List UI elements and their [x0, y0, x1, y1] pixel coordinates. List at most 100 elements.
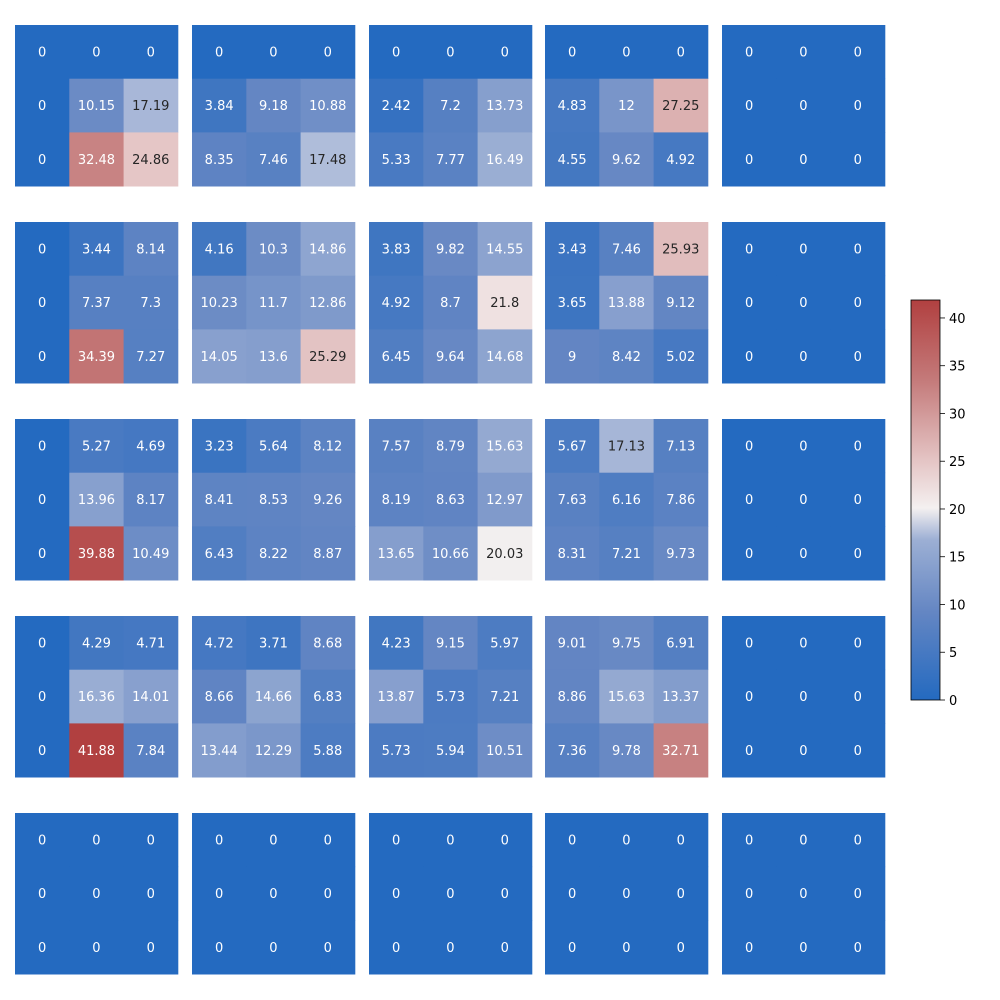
cell-value-label: 3.83	[382, 242, 411, 257]
cell-value-label: 8.41	[205, 493, 234, 508]
cell-value-label: 34.39	[78, 350, 115, 365]
cell-value-label: 0	[269, 833, 277, 848]
cell-value-label: 4.16	[205, 242, 234, 257]
cell-value-label: 5.88	[313, 744, 342, 759]
heatmap-panel: 0 0 0 0 0 0 0 0 0	[722, 222, 885, 384]
cell-value-label: 0	[38, 296, 46, 311]
cell-value-label: 5.02	[666, 350, 695, 365]
cell-value-label: 0	[745, 887, 753, 902]
cell-value-label: 9.73	[666, 547, 695, 562]
cell-value-label: 13.37	[662, 690, 699, 705]
heatmap-panel: 0 0 0 0 0 0 0 0 0	[192, 813, 355, 975]
cell-value-label: 9.01	[558, 636, 587, 651]
cell-value-label: 0	[215, 833, 223, 848]
cell-value-label: 14.86	[309, 242, 346, 257]
cell-value-label: 0	[854, 242, 862, 257]
cell-value-label: 0	[446, 941, 454, 956]
cell-value-label: 7.63	[558, 493, 587, 508]
cell-value-label: 0	[92, 887, 100, 902]
cell-value-label: 13.6	[259, 350, 288, 365]
heatmap-panel: 4.72 3.71 8.688.66 14.66 6.8313.44 12.29 5.88	[192, 616, 355, 778]
cell-value-label: 10.51	[486, 744, 523, 759]
cell-value-label: 0	[568, 887, 576, 902]
cell-value-label: 7.2	[440, 99, 461, 114]
cell-value-label: 20.03	[486, 547, 523, 562]
cell-value-label: 4.23	[382, 636, 411, 651]
cell-value-label: 0	[38, 45, 46, 60]
cell-value-label: 8.12	[313, 439, 342, 454]
cell-value-label: 13.44	[201, 744, 238, 759]
heatmap-panel: 0 0 0 0 0 0 0 0 0	[369, 813, 532, 975]
heatmap-panel: 0 5.27 4.69 0 13.96 8.17 0 39.88 10.49	[15, 419, 178, 581]
heatmap-panel: 9.01 9.75 6.91 8.86 15.63 13.37 7.36 9.78 32.71	[545, 616, 708, 778]
colorbar-tick-label: 0	[949, 694, 957, 709]
cell-value-label: 0	[799, 99, 807, 114]
cell-value-label: 2.42	[382, 99, 411, 114]
cell-value-label: 0	[745, 833, 753, 848]
cell-value-label: 8.68	[313, 636, 342, 651]
cell-value-label: 7.84	[136, 744, 165, 759]
cell-value-label: 0	[854, 296, 862, 311]
cell-value-label: 0	[392, 941, 400, 956]
cell-value-label: 10.23	[201, 296, 238, 311]
cell-value-label: 0	[324, 941, 332, 956]
cell-value-label: 0	[501, 45, 509, 60]
cell-value-label: 0	[147, 45, 155, 60]
cell-value-label: 0	[622, 45, 630, 60]
cell-value-label: 3.71	[259, 636, 288, 651]
cell-value-label: 0	[854, 99, 862, 114]
colorbar-tick-label: 10	[949, 598, 966, 613]
cell-value-label: 4.69	[136, 439, 165, 454]
cell-value-label: 0	[799, 547, 807, 562]
cell-value-label: 10.15	[78, 99, 115, 114]
cell-value-label: 17.19	[132, 99, 169, 114]
cell-value-label: 0	[745, 99, 753, 114]
heatmap-panel: 4.16 10.3 14.8610.23 11.7 12.8614.05 13.6 25.2…	[192, 222, 355, 384]
cell-value-label: 6.16	[612, 493, 641, 508]
colorbar-gradient	[911, 300, 940, 700]
cell-value-label: 0	[854, 941, 862, 956]
cell-value-label: 4.92	[382, 296, 411, 311]
heatmap-panel: 0 0 0 0 0 0 0 0 0	[722, 419, 885, 581]
cell-value-label: 4.71	[136, 636, 165, 651]
cell-value-label: 0	[799, 242, 807, 257]
colorbar-tick-label: 25	[949, 455, 966, 470]
cell-value-label: 7.13	[666, 439, 695, 454]
heatmap-panel: 0 0 02.42 7.2 13.735.33 7.77 16.49	[369, 25, 532, 187]
cell-value-label: 0	[147, 941, 155, 956]
cell-value-label: 0	[38, 941, 46, 956]
cell-value-label: 5.64	[259, 439, 288, 454]
cell-value-label: 0	[799, 153, 807, 168]
cell-value-label: 21.8	[490, 296, 519, 311]
cell-value-label: 0	[568, 45, 576, 60]
cell-value-label: 9.64	[436, 350, 465, 365]
colorbar-ticks: 0510152025303540	[940, 312, 966, 709]
cell-value-label: 7.46	[259, 153, 288, 168]
cell-value-label: 8.22	[259, 547, 288, 562]
cell-value-label: 0	[854, 744, 862, 759]
cell-value-label: 9.18	[259, 99, 288, 114]
cell-value-label: 0	[38, 99, 46, 114]
cell-value-label: 7.86	[666, 493, 695, 508]
cell-value-label: 14.66	[255, 690, 292, 705]
cell-value-label: 10.3	[259, 242, 288, 257]
cell-value-label: 0	[745, 296, 753, 311]
cell-value-label: 0	[392, 833, 400, 848]
cell-value-label: 5.73	[436, 690, 465, 705]
cell-value-label: 8.79	[436, 439, 465, 454]
cell-value-label: 0	[38, 636, 46, 651]
cell-value-label: 0	[501, 941, 509, 956]
colorbar-tick-label: 30	[949, 407, 966, 422]
cell-value-label: 8.87	[313, 547, 342, 562]
cell-value-label: 0	[269, 45, 277, 60]
cell-value-label: 0	[799, 636, 807, 651]
cell-value-label: 0	[446, 887, 454, 902]
cell-value-label: 3.43	[558, 242, 587, 257]
heatmap-panel: 0 3.44 8.140 7.37 7.30 34.39 7.27	[15, 222, 178, 384]
heatmap-panel: 0 4.29 4.710 16.36 14.010 41.88 7.84	[15, 616, 178, 778]
cell-value-label: 0	[677, 941, 685, 956]
colorbar-tick-label: 5	[949, 646, 957, 661]
heatmap-panel: 0 0 0 0 0 0 0 0 0	[722, 813, 885, 975]
cell-value-label: 12.86	[309, 296, 346, 311]
cell-value-label: 5.27	[82, 439, 111, 454]
